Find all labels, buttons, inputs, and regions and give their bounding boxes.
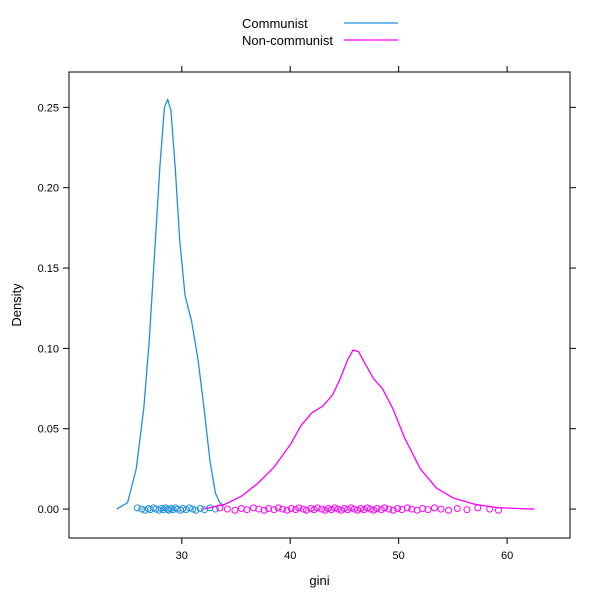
- rug-point-non-communist: [373, 504, 381, 512]
- y-tick-label: 0.25: [38, 102, 59, 114]
- rug-point-non-communist: [331, 504, 339, 512]
- rug-point-communist: [133, 504, 141, 512]
- rug-point-non-communist: [363, 504, 371, 512]
- plot-frame: [68, 71, 571, 539]
- rug-points: [133, 504, 502, 514]
- legend-label-non-communist: Non-communist: [242, 33, 333, 48]
- legend-label-communist: Communist: [242, 16, 308, 31]
- rug-point-communist: [185, 504, 193, 512]
- x-tick-label: 60: [501, 550, 513, 562]
- y-tick-label: 0.05: [38, 424, 59, 436]
- rug-point-communist: [159, 506, 167, 514]
- rug-point-communist: [192, 506, 200, 514]
- rug-point-non-communist: [260, 506, 268, 514]
- y-axis-title: Density: [9, 283, 24, 327]
- rug-point-non-communist: [270, 506, 278, 514]
- rug-point-communist: [164, 505, 172, 513]
- rug-point-non-communist: [445, 506, 453, 514]
- rug-point-non-communist: [453, 504, 461, 512]
- rug-point-non-communist: [389, 506, 397, 514]
- x-axis: 30 40 50 60: [176, 66, 513, 562]
- density-curves: [116, 98, 535, 510]
- rug-point-non-communist: [324, 504, 332, 512]
- rug-point-communist: [173, 505, 181, 513]
- rug-point-non-communist: [313, 504, 321, 512]
- rug-point-non-communist: [231, 506, 239, 514]
- y-tick-label: 0.15: [38, 263, 59, 275]
- density-line-non-communist: [203, 349, 535, 510]
- y-axis: 0.00 0.05 0.10 0.15 0.20 0.25: [38, 102, 576, 516]
- rug-point-communist: [177, 506, 185, 514]
- rug-point-non-communist: [463, 506, 471, 514]
- y-tick-label: 0.10: [38, 343, 59, 355]
- rug-point-communist: [152, 505, 160, 513]
- rug-point-non-communist: [381, 504, 389, 512]
- rug-point-communist: [138, 505, 146, 513]
- rug-point-communist: [179, 504, 187, 512]
- y-tick-label: 0.00: [38, 504, 59, 516]
- rug-point-communist: [165, 506, 173, 514]
- legend: Communist Non-communist: [242, 16, 398, 48]
- rug-point-non-communist: [424, 506, 432, 514]
- rug-point-non-communist: [295, 504, 303, 512]
- rug-point-communist: [155, 506, 163, 514]
- rug-point-non-communist: [279, 505, 287, 513]
- rug-point-non-communist: [334, 505, 342, 513]
- rug-point-non-communist: [243, 506, 251, 514]
- rug-point-non-communist: [307, 504, 315, 512]
- x-tick-label: 40: [284, 550, 296, 562]
- rug-point-communist: [189, 505, 197, 513]
- rug-point-non-communist: [403, 504, 411, 512]
- rug-point-non-communist: [299, 505, 307, 513]
- rug-point-communist: [169, 506, 177, 514]
- density-line-communist: [116, 98, 225, 510]
- rug-point-non-communist: [223, 505, 231, 513]
- x-tick-label: 50: [393, 550, 405, 562]
- rug-point-non-communist: [274, 504, 282, 512]
- rug-point-non-communist: [350, 505, 358, 513]
- x-tick-label: 30: [176, 550, 188, 562]
- rug-point-non-communist: [287, 504, 295, 512]
- rug-point-non-communist: [366, 505, 374, 513]
- rug-point-non-communist: [357, 504, 365, 512]
- rug-point-non-communist: [283, 506, 291, 514]
- rug-point-non-communist: [385, 505, 393, 513]
- rug-point-non-communist: [347, 504, 355, 512]
- rug-point-non-communist: [437, 505, 445, 513]
- rug-point-non-communist: [474, 504, 482, 512]
- x-axis-title: gini: [309, 573, 329, 588]
- rug-point-communist: [196, 504, 204, 512]
- rug-point-non-communist: [430, 504, 438, 512]
- rug-point-non-communist: [394, 504, 402, 512]
- y-tick-label: 0.20: [38, 183, 59, 195]
- rug-point-non-communist: [302, 506, 310, 514]
- rug-point-non-communist: [318, 505, 326, 513]
- rug-point-non-communist: [340, 504, 348, 512]
